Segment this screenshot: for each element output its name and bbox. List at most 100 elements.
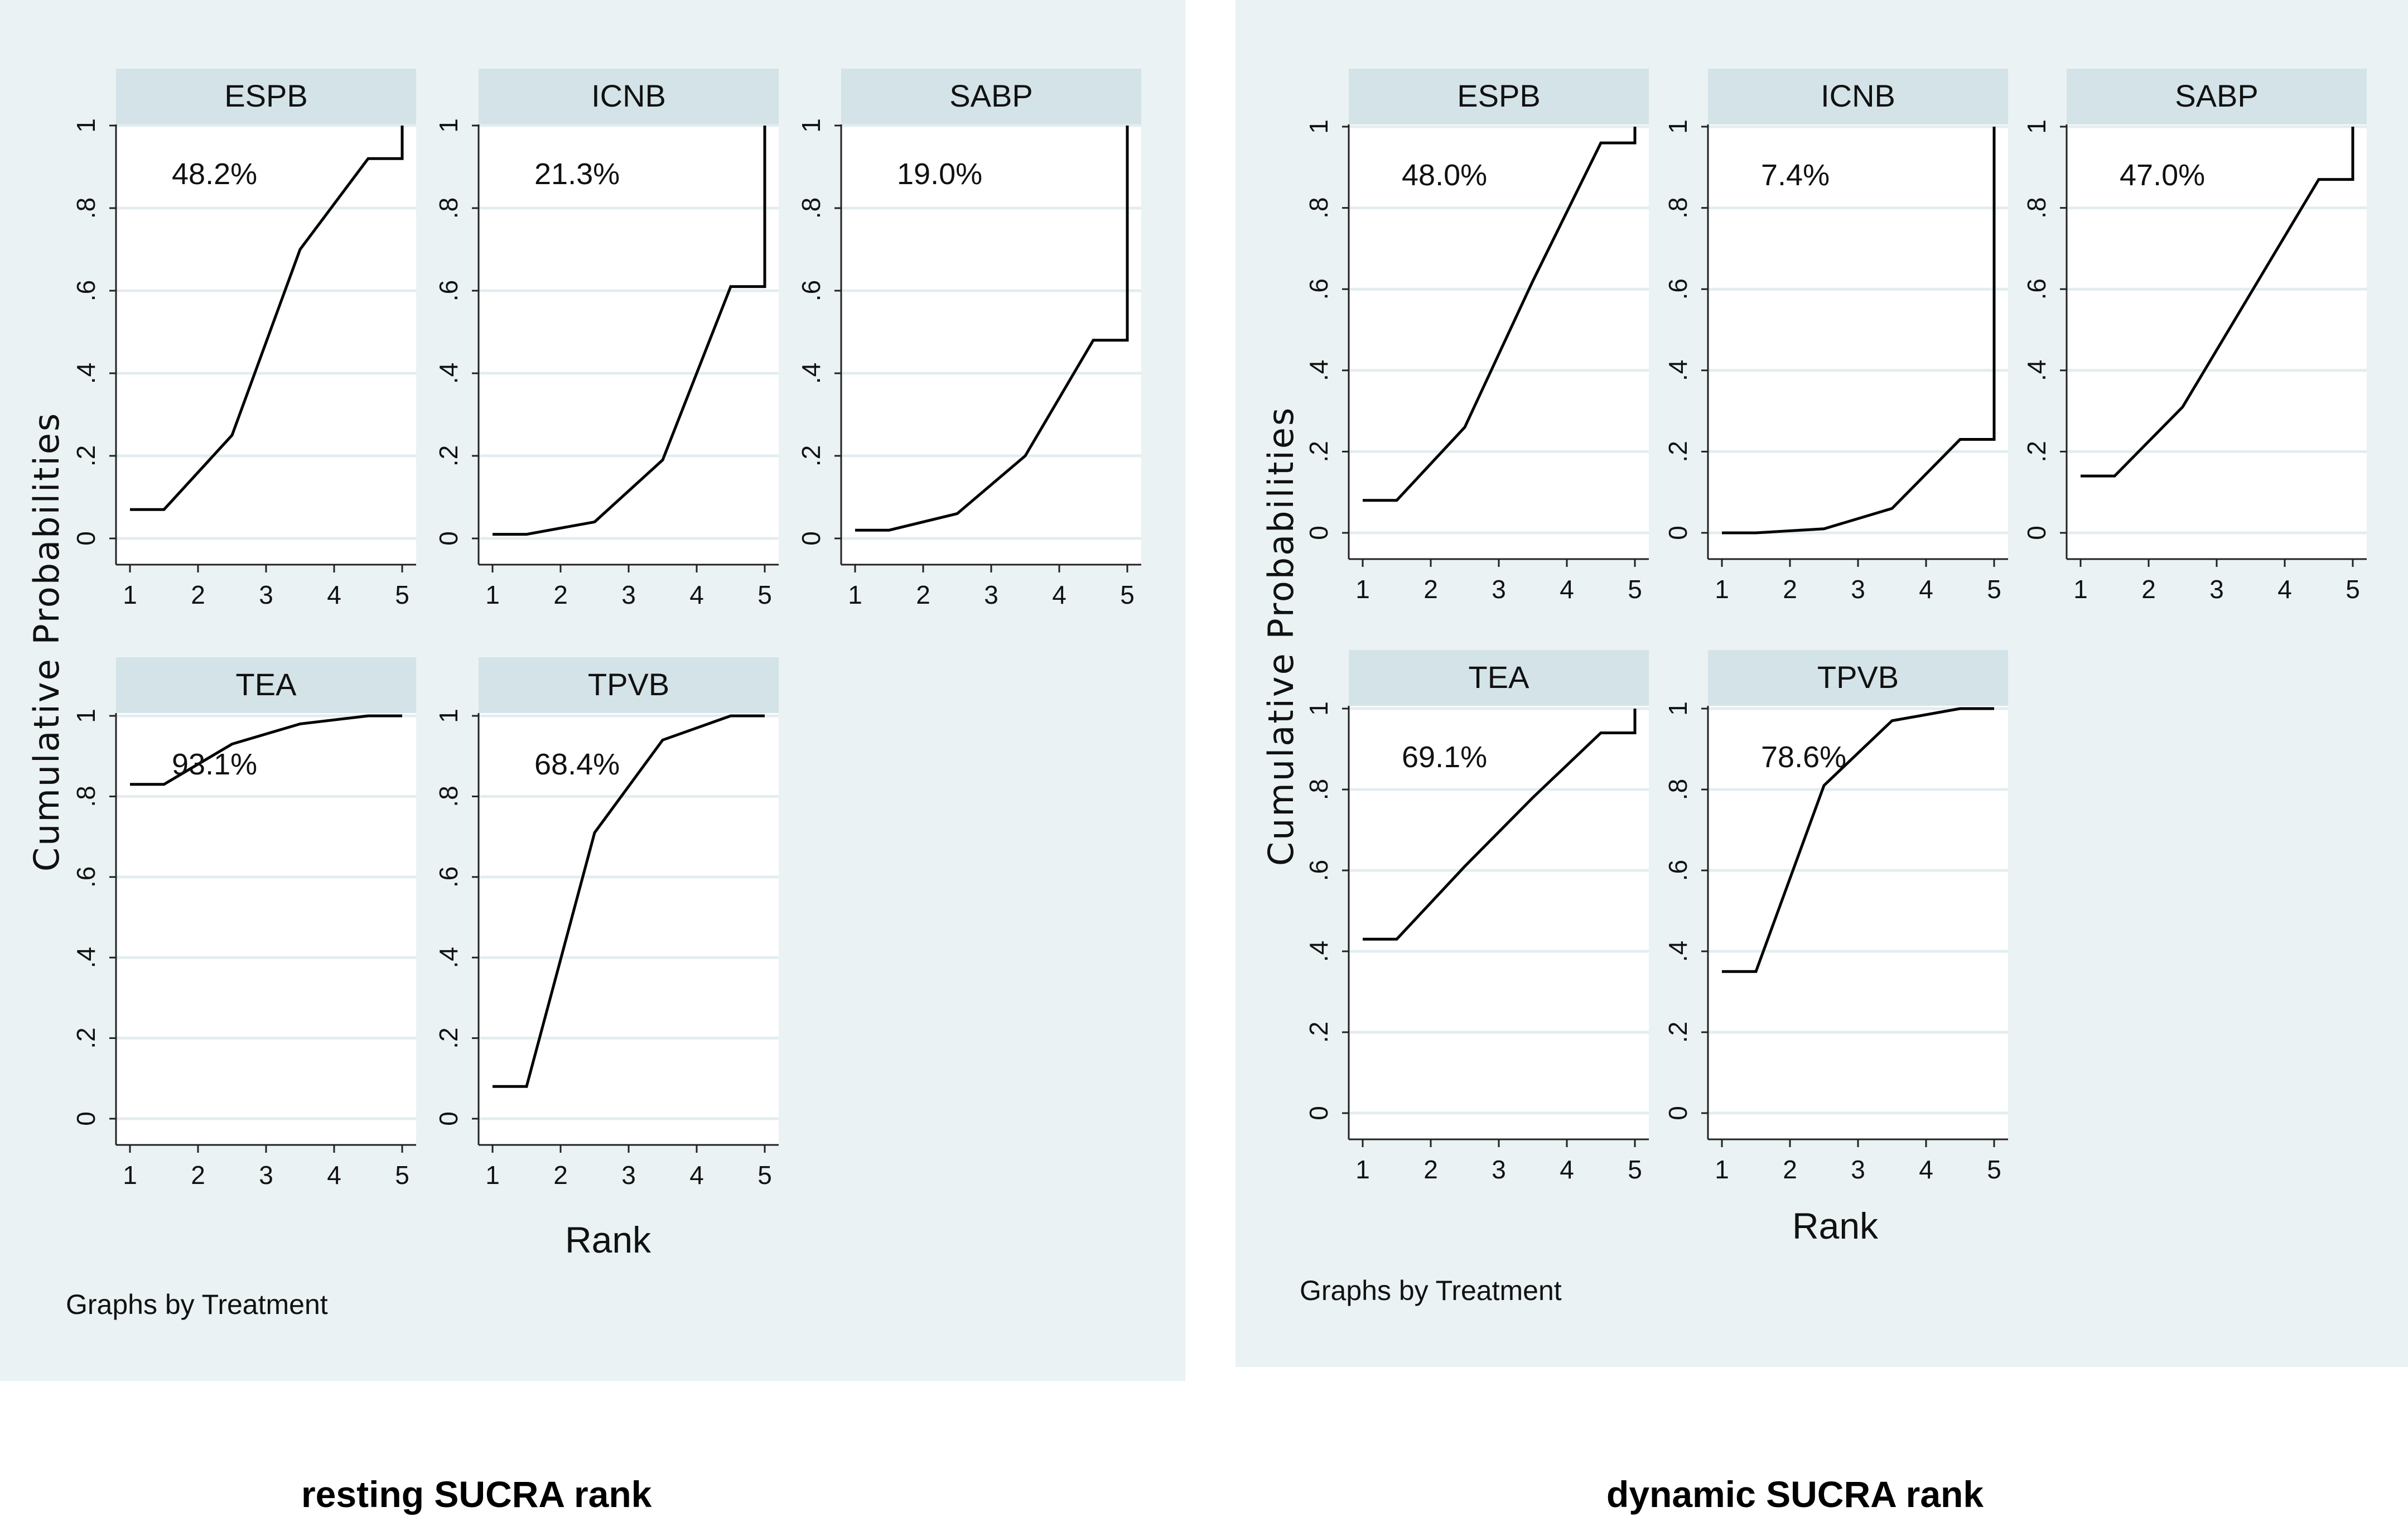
x-tick-label: 3 [1492,575,1506,604]
y-tick-label: .4 [1663,360,1692,381]
x-tick-label: 5 [1987,575,2001,604]
sucra-value: 19.0% [897,157,982,191]
x-tick-label: 3 [984,580,998,609]
cumulative-line [493,714,765,1088]
y-tick-label: .6 [71,280,100,301]
y-tick-label: 1 [71,118,100,133]
panel-strip [1349,650,1649,706]
x-tick-label: 1 [485,580,500,609]
sucra-figure-resting: ESPB 0 .2 .4 .6 .8 1 1 2 3 4 5 48.2% ICNB 0 .2 .4 .6 .8 1 1 2… [26,69,1141,1320]
x-tick-label: 4 [327,1161,341,1190]
y-tick-label: .6 [2022,278,2051,300]
panel-title: ICNB [1821,78,1895,113]
x-tick-label: 4 [327,580,341,609]
panel-icnb: ICNB 0 .2 .4 .6 .8 1 1 2 3 4 5 7.4% [1663,69,2008,604]
cumulative-line [1722,127,1996,535]
y-tick-label: 1 [434,118,463,133]
y-tick-label: .6 [434,867,463,888]
panel-strip [2067,69,2367,124]
x-tick-label: 3 [621,1161,636,1190]
x-tick-label: 1 [485,1161,500,1190]
sucra-value: 48.2% [172,157,257,191]
cumulative-line [130,714,402,786]
x-tick-label: 5 [395,580,409,609]
y-tick-label: 0 [1663,526,1692,540]
panel-strip [116,657,416,713]
sucra-value: 93.1% [172,748,257,781]
y-axis-title: Cumulative Probabilities [1261,406,1301,866]
x-tick-label: 1 [123,580,137,609]
x-tick-label: 4 [689,580,704,609]
dynamic-caption: dynamic SUCRA rank [1606,1474,1984,1515]
plot-area [841,124,1141,565]
x-tick-label: 3 [1851,575,1865,604]
plot-area [1708,706,2008,1139]
plot-area [1349,124,1649,559]
y-tick-label: 0 [1304,526,1333,540]
graphs-note: Graphs by Treatment [66,1289,328,1320]
y-tick-label: 1 [797,118,826,133]
y-tick-label: .4 [434,947,463,968]
y-tick-label: .2 [1663,441,1692,462]
panel-title: TPVB [1817,659,1899,695]
x-tick-label: 1 [1355,575,1370,604]
y-tick-label: .6 [1304,278,1333,300]
panel-strip [1708,69,2008,124]
y-tick-label: .4 [1304,941,1333,962]
y-tick-label: .8 [1304,197,1333,218]
panel-espb: ESPB 0 .2 .4 .6 .8 1 1 2 3 4 5 48.2% [71,69,416,609]
y-tick-label: .8 [1304,779,1333,800]
x-tick-label: 3 [259,1161,273,1190]
cumulative-line [1363,709,1637,941]
x-tick-label: 4 [689,1161,704,1190]
y-tick-label: 1 [1663,701,1692,716]
x-tick-label: 5 [757,1161,772,1190]
x-tick-label: 5 [395,1161,409,1190]
x-tick-label: 5 [1120,580,1135,609]
y-axis-title: Cumulative Probabilities [26,412,67,872]
resting-caption: resting SUCRA rank [301,1474,652,1515]
x-tick-label: 5 [1987,1155,2001,1184]
y-tick-label: .4 [434,363,463,384]
plot-area [2067,124,2367,559]
y-tick-label: .2 [1663,1022,1692,1043]
y-tick-label: .8 [2022,197,2051,218]
y-tick-label: .8 [71,198,100,219]
y-tick-label: .2 [797,445,826,466]
y-tick-label: .8 [1663,197,1692,218]
cumulative-line [1363,127,1637,502]
x-tick-label: 4 [2277,575,2292,604]
x-axis-title: Rank [1792,1205,1879,1246]
sucra-value: 78.6% [1761,740,1846,774]
x-tick-label: 1 [123,1161,137,1190]
panel-strip [841,69,1141,124]
sucra-value: 68.4% [534,748,620,781]
x-tick-label: 3 [1851,1155,1865,1184]
sucra-value: 47.0% [2120,158,2205,192]
x-tick-label: 2 [553,580,568,609]
y-tick-label: .4 [1663,941,1692,962]
y-tick-label: 0 [1304,1106,1333,1120]
y-tick-label: 0 [2022,526,2051,540]
sucra-value: 69.1% [1402,740,1487,774]
panel-strip [479,657,779,713]
y-tick-label: .8 [434,786,463,807]
panel-title: SABP [2175,78,2258,113]
y-tick-label: 1 [1663,119,1692,134]
y-tick-label: .4 [1304,360,1333,381]
x-tick-label: 1 [2073,575,2088,604]
y-tick-label: .6 [434,280,463,301]
panel-tpvb: TPVB 0 .2 .4 .6 .8 1 1 2 3 4 5 78.6% [1663,650,2008,1184]
x-tick-label: 3 [259,580,273,609]
sucra-value: 21.3% [534,157,620,191]
x-tick-label: 5 [1628,1155,1642,1184]
x-tick-label: 3 [2209,575,2224,604]
x-tick-label: 2 [1783,1155,1797,1184]
panel-title: ICNB [591,78,666,113]
x-tick-label: 5 [1628,575,1642,604]
y-tick-label: .8 [434,198,463,219]
sucra-value: 7.4% [1761,158,1830,192]
y-tick-label: 1 [2022,119,2051,134]
y-tick-label: .4 [71,947,100,968]
y-tick-label: 0 [1663,1106,1692,1120]
